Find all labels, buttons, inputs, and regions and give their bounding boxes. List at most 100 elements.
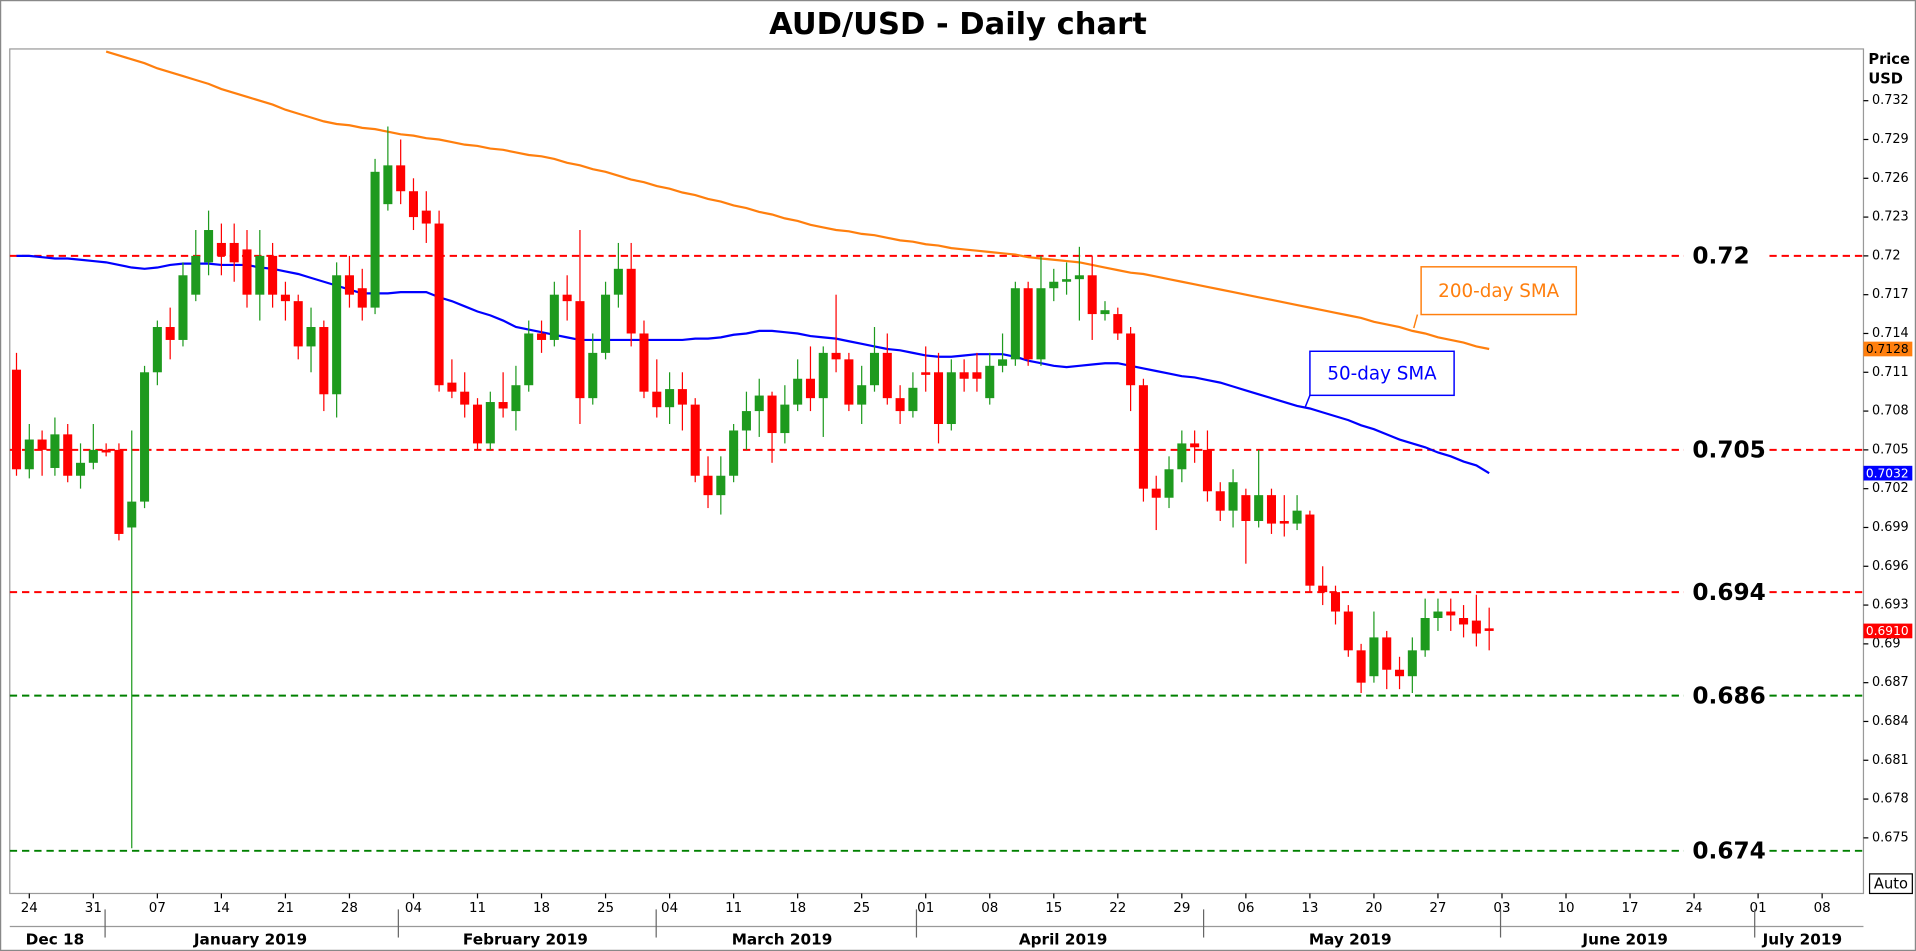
candle-body: [729, 430, 739, 476]
candle-body: [127, 501, 137, 528]
level-label-bg: [1683, 682, 1770, 710]
sma-line: [105, 50, 1490, 351]
annotation-text: 200-day SMA: [1438, 281, 1559, 302]
candle-body: [754, 395, 764, 412]
candle-body: [831, 352, 841, 360]
y-tick-label: 0.696: [1872, 559, 1909, 574]
month-label: Dec 18: [26, 930, 85, 948]
candle-body: [780, 404, 790, 434]
candle-body: [652, 391, 662, 408]
auto-button-box[interactable]: [1868, 873, 1913, 895]
candle-body: [396, 165, 406, 192]
candle-body: [1228, 482, 1238, 511]
candle-body: [447, 382, 457, 392]
candle-body: [1151, 488, 1161, 498]
x-tick-label: 27: [1429, 901, 1446, 916]
candle-body: [50, 434, 60, 468]
candle-body: [793, 378, 803, 405]
x-tick-label: 15: [1045, 901, 1062, 916]
candle-body: [1010, 288, 1020, 360]
x-tick-label: 03: [1493, 901, 1510, 916]
x-tick-label: 24: [1686, 901, 1703, 916]
x-tick-label: 01: [1750, 901, 1767, 916]
candle-body: [1049, 281, 1059, 289]
x-tick-label: 11: [725, 901, 742, 916]
candle-body: [1100, 310, 1110, 315]
x-tick-label: 21: [277, 901, 294, 916]
candle-body: [1343, 611, 1353, 651]
x-tick-label: 06: [1237, 901, 1254, 916]
month-label: March 2019: [732, 930, 833, 948]
y-tick-label: 0.708: [1872, 404, 1909, 419]
level-label: 0.705: [1692, 437, 1765, 464]
candle-body: [857, 385, 867, 405]
candle-body: [1062, 279, 1072, 282]
candle-body: [844, 359, 854, 405]
candle-body: [511, 385, 521, 412]
candle-body: [1266, 495, 1276, 524]
candle-body: [716, 475, 726, 496]
candle-body: [63, 434, 73, 476]
candle-body: [11, 369, 22, 470]
candle-body: [882, 352, 892, 399]
y-tick-label: 0.711: [1872, 365, 1909, 380]
y-tick-label: 0.684: [1872, 714, 1909, 729]
candle-body: [140, 372, 150, 502]
y-tick-label: 0.681: [1872, 753, 1909, 768]
annotation-pointer: [1304, 395, 1311, 408]
candle-body: [1446, 611, 1456, 616]
y-tick-label: 0.702: [1872, 481, 1909, 496]
candle-body: [895, 398, 905, 412]
candle-body: [268, 255, 278, 295]
candle-body: [908, 387, 918, 412]
level-label: 0.674: [1692, 838, 1765, 865]
candle-body: [332, 275, 342, 395]
x-tick-label: 25: [597, 901, 614, 916]
annotation-box: [1420, 266, 1578, 316]
y-tick-label: 0.726: [1872, 171, 1909, 186]
candle-body: [357, 288, 367, 308]
candle-body: [1177, 443, 1187, 470]
candle-body: [1305, 514, 1315, 586]
candle-body: [869, 352, 880, 386]
last-close-tag: [1863, 623, 1913, 639]
candle-body: [1279, 521, 1289, 524]
candle-body: [946, 372, 956, 425]
candle-body: [1113, 314, 1123, 334]
candle-body: [1241, 495, 1251, 522]
x-tick-label: 24: [21, 901, 38, 916]
auto-button-label[interactable]: Auto: [1874, 875, 1908, 892]
month-label: January 2019: [193, 930, 307, 948]
candle-body: [88, 449, 98, 463]
candle-body: [562, 294, 572, 302]
candle-body: [1382, 637, 1392, 670]
x-tick-label: 14: [213, 901, 230, 916]
y-tick-label: 0.675: [1872, 830, 1909, 845]
y-tick-label: 0.723: [1872, 210, 1909, 225]
candle-body: [1036, 288, 1046, 360]
candle-body: [1407, 650, 1417, 677]
candle-body: [306, 327, 316, 347]
candle-body: [601, 294, 611, 353]
candle-body: [498, 402, 508, 409]
candle-body: [537, 333, 547, 340]
candle-body: [1023, 288, 1033, 360]
x-tick-label: 28: [341, 901, 358, 916]
candle-body: [665, 389, 675, 408]
candle-body: [1202, 449, 1212, 492]
level-label: 0.694: [1692, 579, 1765, 606]
auto-button[interactable]: Auto: [1868, 873, 1913, 895]
candle-body: [1356, 650, 1366, 683]
candle-body: [1433, 611, 1443, 619]
plot-layer: 0.72 0.705 0.694 0.686 0.674: [9, 50, 1864, 865]
candle-body: [472, 404, 483, 444]
candle-body: [165, 327, 175, 340]
x-tick-label: 10: [1557, 901, 1574, 916]
candle-body: [204, 230, 214, 263]
candle-body: [1484, 628, 1494, 631]
candle-body: [216, 242, 226, 256]
level-label: 0.686: [1692, 682, 1765, 709]
candle-body: [408, 191, 419, 218]
candle-body: [767, 395, 777, 434]
candle-body: [677, 389, 687, 405]
